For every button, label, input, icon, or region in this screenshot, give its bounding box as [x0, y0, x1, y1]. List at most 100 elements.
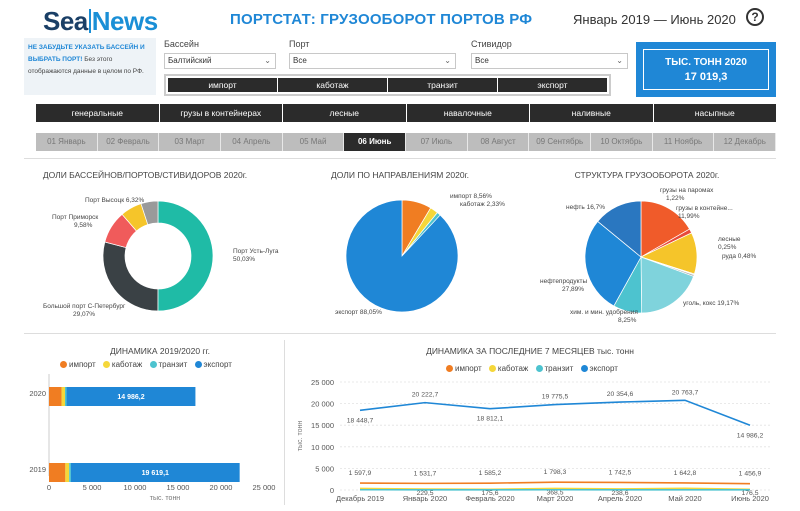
direction-button-import[interactable]: импорт [168, 78, 278, 92]
x-tick-label: Март 2020 [537, 494, 574, 503]
direction-button-cabotage[interactable]: каботаж [278, 78, 388, 92]
label-coal: уголь, кокс 19,17% [683, 300, 740, 307]
line-экспорт[interactable] [359, 399, 751, 427]
month-button-1[interactable]: 01 Январь [36, 133, 98, 151]
pie-slice-oil[interactable] [640, 200, 691, 258]
yoy-chart-title: ДИНАМИКА 2019/2020 гг. [110, 346, 210, 356]
cargo-filter: генеральные грузы в контейнерах лесные н… [36, 104, 776, 122]
year-label: 2020 [29, 389, 46, 398]
legend-import-icon [446, 365, 453, 372]
chevron-down-icon: ⌄ [264, 56, 271, 65]
cargo-button-containers[interactable]: грузы в контейнерах [159, 104, 283, 122]
point-data-label: 368,5 [546, 489, 563, 496]
month-button-11[interactable]: 11 Ноябрь [652, 133, 715, 151]
pie-slice-other[interactable] [597, 200, 642, 258]
structure-pie-chart [584, 200, 698, 314]
pie-slice-oilproducts[interactable] [584, 220, 642, 307]
point-data-label: 1 742,5 [609, 469, 632, 476]
cargo-button-loose[interactable]: насыпные [653, 104, 776, 122]
y-tick-label: 10 000 [311, 443, 334, 452]
month-filter: 01 Январь 02 Февраль 03 Март 04 Апрель 05 Ма… [36, 133, 777, 151]
pie-slice-ust-luga[interactable] [157, 200, 214, 312]
pie-slice-export[interactable] [345, 199, 459, 313]
bar-data-label: 14 986,2 [117, 394, 144, 401]
stevedore-label: Стивидор [471, 39, 512, 49]
month-button-3[interactable]: 03 Март [159, 133, 222, 151]
point-data-label: 1 642,8 [674, 470, 697, 477]
directions-pie-chart [345, 199, 459, 313]
page-title: ПОРТСТАТ: ГРУЗООБОРОТ ПОРТОВ РФ [230, 11, 533, 28]
monthly-line-chart: 0 5 000 10 000 15 000 20 000 25 000 тыс. тонн Д… [297, 378, 770, 503]
bar-data-label: 19 619,1 [142, 470, 169, 477]
help-icon[interactable]: ? [746, 8, 764, 26]
cargo-button-liquid[interactable]: наливные [530, 104, 654, 122]
pie-slice-coal[interactable] [640, 256, 694, 314]
x-tick-label: Май 2020 [668, 494, 701, 503]
label-timber: лесные 0,25% [718, 236, 741, 251]
bar-каботаж[interactable] [61, 387, 65, 406]
year-label: 2019 [29, 465, 46, 474]
bar-транзит[interactable] [64, 387, 67, 406]
month-button-9[interactable]: 09 Сентябрь [529, 133, 592, 151]
directions-chart-title: ДОЛИ ПО НАПРАВЛЕНИЯМ 2020г. [331, 170, 469, 180]
x-tick-label: 15 000 [167, 483, 190, 492]
month-button-6[interactable]: 06 Июнь [344, 133, 407, 151]
direction-button-transit[interactable]: транзит [388, 78, 498, 92]
basin-label: Бассейн [164, 39, 199, 49]
x-tick-label: Декабрь 2019 [336, 494, 384, 503]
point-data-label: 1 597,9 [349, 470, 372, 477]
bar-экспорт[interactable] [66, 387, 196, 406]
point-data-label: 14 986,2 [737, 432, 764, 439]
pie-slice-other[interactable] [140, 200, 159, 226]
y-tick-label: 0 [330, 486, 334, 495]
bar-каботаж[interactable] [65, 463, 70, 482]
port-label: Порт [289, 39, 310, 49]
direction-filter: импорт каботаж транзит экспорт [164, 74, 611, 96]
y-axis-label: тыс. тонн [297, 421, 304, 452]
month-button-4[interactable]: 04 Апрель [221, 133, 283, 151]
point-data-label: 175,6 [481, 490, 498, 497]
basins-donut-chart [102, 200, 214, 312]
pie-slice-spb[interactable] [102, 241, 159, 312]
chevron-down-icon: ⌄ [616, 56, 623, 65]
month-button-10[interactable]: 10 Октябрь [591, 133, 653, 151]
notice-highlight: НЕ ЗАБУДЬТЕ УКАЗАТЬ БАССЕЙН И ВЫБРАТЬ ПО… [28, 44, 145, 63]
kpi-label: ТЫС. ТОНН 2020 [665, 57, 747, 68]
bar-импорт[interactable] [49, 387, 62, 406]
stevedore-select[interactable]: Все ⌄ [471, 53, 628, 69]
bar-экспорт[interactable] [70, 463, 240, 482]
point-data-label: 229,5 [416, 490, 433, 497]
point-data-label: 20 354,6 [607, 391, 634, 398]
y-tick-label: 20 000 [311, 400, 334, 409]
y-tick-label: 15 000 [311, 421, 334, 430]
legend-transit-icon [535, 365, 543, 372]
point-data-label: 1 798,3 [544, 469, 567, 476]
structure-chart-title: СТРУКТУРА ГРУЗООБОРОТА 2020г. [574, 170, 720, 180]
label-dir-import: импорт 8,56% [450, 193, 492, 200]
month-button-8[interactable]: 08 Август [467, 133, 530, 151]
point-data-label: 18 448,7 [347, 417, 374, 424]
month-button-2[interactable]: 02 Февраль [97, 133, 160, 151]
x-tick-label: 5 000 [83, 483, 102, 492]
bar-транзит[interactable] [69, 463, 71, 482]
label-spb: Большой порт С-Петербург 29,07% [43, 303, 126, 318]
legend-import-icon [60, 361, 67, 368]
legend-cabotage-icon [488, 365, 496, 372]
direction-button-export[interactable]: экспорт [498, 78, 607, 92]
month-button-7[interactable]: 07 Июль [406, 133, 468, 151]
cargo-button-general[interactable]: генеральные [36, 104, 160, 122]
month-button-12[interactable]: 12 Декабрь [714, 133, 777, 151]
x-tick-label: Июнь 2020 [731, 494, 769, 503]
label-ust-luga: Порт Усть-Луга 50,03% [233, 248, 279, 263]
cargo-button-timber[interactable]: лесные [283, 104, 407, 122]
bar-импорт[interactable] [49, 463, 66, 482]
cargo-button-bulk[interactable]: навалочные [406, 104, 530, 122]
month-button-5[interactable]: 05 Май [282, 133, 345, 151]
x-tick-label: 10 000 [124, 483, 147, 492]
port-select[interactable]: Все ⌄ [289, 53, 456, 69]
basin-select[interactable]: Балтийский ⌄ [164, 53, 276, 69]
notice-text: Без этого отображаются данные в целом по… [28, 56, 144, 75]
x-tick-label: Февраль 2020 [465, 494, 514, 503]
yoy-legend: импорт каботаж транзит экспорт [55, 360, 232, 369]
line-импорт[interactable] [359, 481, 751, 485]
